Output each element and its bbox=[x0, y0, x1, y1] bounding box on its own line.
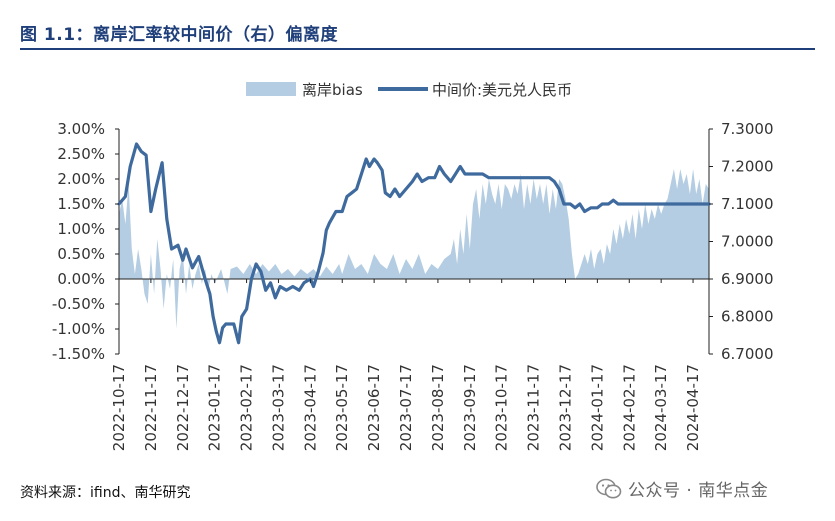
area-series-offshore-bias bbox=[119, 169, 709, 329]
x-tick-label: 2023-01-17 bbox=[206, 364, 224, 451]
y-right-tick-label: 7.2000 bbox=[721, 158, 774, 176]
y-right-tick-label: 6.9000 bbox=[721, 270, 774, 288]
y-right-tick-label: 6.8000 bbox=[721, 308, 774, 326]
x-tick-label: 2023-03-17 bbox=[269, 364, 287, 451]
legend-label-line: 中间价:美元兑人民币 bbox=[432, 81, 572, 99]
chart-title: 图 1.1：离岸汇率较中间价（右）偏离度 bbox=[20, 25, 339, 45]
line-layer bbox=[117, 142, 711, 345]
y-right-tick-label: 7.0000 bbox=[721, 233, 774, 251]
legend-label-area: 离岸bias bbox=[302, 81, 363, 99]
x-tick-label: 2023-12-17 bbox=[556, 364, 574, 451]
y-right-tick-label: 7.1000 bbox=[721, 195, 774, 213]
y-left-tick-label: 0.50% bbox=[57, 245, 105, 263]
watermark: 公众号 · 南华点金 bbox=[596, 476, 768, 501]
x-tick-label: 2023-04-17 bbox=[301, 364, 319, 451]
line-series-fixing-rate bbox=[117, 142, 711, 345]
y-right-tick-label: 7.3000 bbox=[721, 120, 774, 138]
y-left-tick-label: -1.00% bbox=[52, 320, 105, 338]
legend-swatch-area bbox=[246, 82, 296, 96]
x-tick-label: 2022-10-17 bbox=[110, 364, 128, 451]
x-tick-label: 2024-04-17 bbox=[684, 364, 702, 451]
y-left-tick-label: 1.50% bbox=[57, 195, 105, 213]
x-tick-label: 2024-02-17 bbox=[620, 364, 638, 451]
y-left-tick-label: 0.00% bbox=[57, 270, 105, 288]
x-tick-label: 2023-08-17 bbox=[429, 364, 447, 451]
x-tick-label: 2023-10-17 bbox=[493, 364, 511, 451]
x-tick-label: 2024-03-17 bbox=[652, 364, 670, 451]
x-tick-label: 2023-02-17 bbox=[238, 364, 256, 451]
x-tick-label: 2023-09-17 bbox=[461, 364, 479, 451]
y-left-tick-label: 2.50% bbox=[57, 145, 105, 163]
source-note: 资料来源：ifind、南华研究 bbox=[20, 485, 191, 501]
legend: 离岸bias 中间价:美元兑人民币 bbox=[246, 81, 572, 99]
x-tick-label: 2023-06-17 bbox=[365, 364, 383, 451]
y-left-tick-label: 1.00% bbox=[57, 220, 105, 238]
y-left-tick-label: 3.00% bbox=[57, 120, 105, 138]
x-tick-label: 2023-11-17 bbox=[525, 364, 543, 451]
x-tick-label: 2024-01-17 bbox=[588, 364, 606, 451]
y-left-tick-label: -1.50% bbox=[52, 345, 105, 363]
ticks-layer: 3.00% 2.50% 2.00% 1.50% 1.00% 0.50% 0.00% -0.50… bbox=[52, 120, 774, 451]
wechat-icon bbox=[596, 478, 622, 498]
area-layer bbox=[119, 169, 709, 329]
y-right-tick-label: 6.7000 bbox=[721, 345, 774, 363]
x-tick-label: 2023-05-17 bbox=[333, 364, 351, 451]
watermark-text: 公众号 · 南华点金 bbox=[628, 481, 769, 501]
x-tick-label: 2022-11-17 bbox=[142, 364, 160, 451]
x-tick-label: 2022-12-17 bbox=[174, 364, 192, 451]
y-left-tick-label: -0.50% bbox=[52, 295, 105, 313]
x-tick-label: 2023-07-17 bbox=[397, 364, 415, 451]
y-left-tick-label: 2.00% bbox=[57, 170, 105, 188]
title-divider bbox=[20, 48, 815, 50]
